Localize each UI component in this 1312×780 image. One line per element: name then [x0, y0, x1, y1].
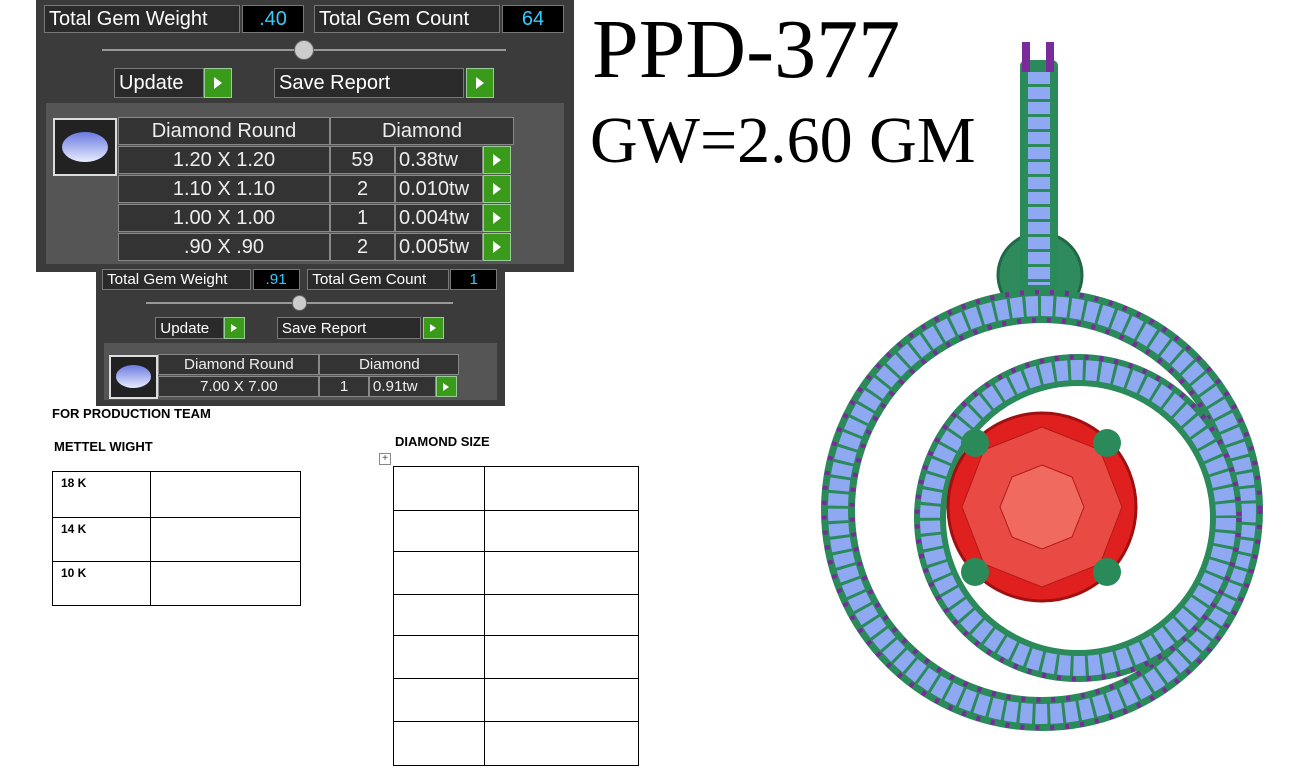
weight-cell: 0.91tw [368, 375, 436, 398]
pendant-drawing [821, 42, 1263, 731]
count-value: 1 [450, 268, 498, 291]
count-label: Total Gem Count [314, 5, 500, 33]
weight-label: Total Gem Weight [102, 268, 252, 291]
weight-cell: 0.005tw [395, 233, 483, 261]
count-label: Total Gem Count [307, 268, 449, 291]
count-cell: 59 [330, 146, 395, 174]
arrow-button[interactable] [466, 68, 494, 98]
weight-cell: 0.38tw [395, 146, 483, 174]
gem-panel: Total Gem Weight .40 Total Gem Count 64 Upda… [36, 0, 574, 272]
table-handle[interactable]: + [379, 453, 391, 465]
metal-table: 18 K 14 K 10 K [52, 471, 301, 606]
arrow-button[interactable] [483, 233, 511, 261]
update-button[interactable]: Update [155, 316, 224, 340]
metal-heading: METTEL WIGHT [54, 439, 153, 454]
weight-cell: 0.010tw [395, 175, 483, 203]
gem-icon [53, 118, 117, 176]
title: PPD-377 [592, 3, 901, 96]
production-heading: FOR PRODUCTION TEAM [52, 406, 211, 421]
count-cell: 1 [319, 375, 369, 398]
arrow-button[interactable] [204, 68, 232, 98]
column-header: Diamond [330, 117, 514, 145]
arrow-button[interactable] [435, 375, 457, 398]
subtitle: GW=2.60 GM [590, 104, 976, 177]
size-cell: 1.20 X 1.20 [118, 146, 330, 174]
arrow-button[interactable] [483, 146, 511, 174]
weight-value: .40 [242, 5, 304, 33]
slider-knob[interactable] [294, 40, 314, 60]
save-report-button[interactable]: Save Report [274, 68, 464, 98]
count-cell: 1 [330, 204, 395, 232]
gem-icon [108, 354, 158, 399]
metal-label: 14 K [52, 517, 151, 562]
update-button[interactable]: Update [114, 68, 204, 98]
weight-cell: 0.004tw [395, 204, 483, 232]
column-header: Diamond Round [158, 353, 320, 376]
weight-value: .91 [252, 268, 300, 291]
size-cell: 1.10 X 1.10 [118, 175, 330, 203]
arrow-button[interactable] [223, 316, 245, 340]
size-cell: 1.00 X 1.00 [118, 204, 330, 232]
arrow-button[interactable] [483, 175, 511, 203]
count-cell: 2 [330, 175, 395, 203]
count-cell: 2 [330, 233, 395, 261]
gem-panel: Total Gem Weight .91 Total Gem Count 1 Updat… [96, 265, 505, 406]
weight-label: Total Gem Weight [44, 5, 240, 33]
column-header: Diamond Round [118, 117, 330, 145]
size-cell: 7.00 X 7.00 [158, 375, 320, 398]
diamond-heading: DIAMOND SIZE [395, 434, 490, 449]
save-report-button[interactable]: Save Report [276, 316, 422, 340]
arrow-button[interactable] [422, 316, 445, 340]
metal-label: 18 K [52, 471, 151, 518]
column-header: Diamond [319, 353, 460, 376]
slider-knob[interactable] [292, 295, 308, 311]
diamond-table [393, 466, 639, 766]
arrow-button[interactable] [483, 204, 511, 232]
size-cell: .90 X .90 [118, 233, 330, 261]
count-value: 64 [502, 5, 564, 33]
metal-label: 10 K [52, 561, 151, 606]
